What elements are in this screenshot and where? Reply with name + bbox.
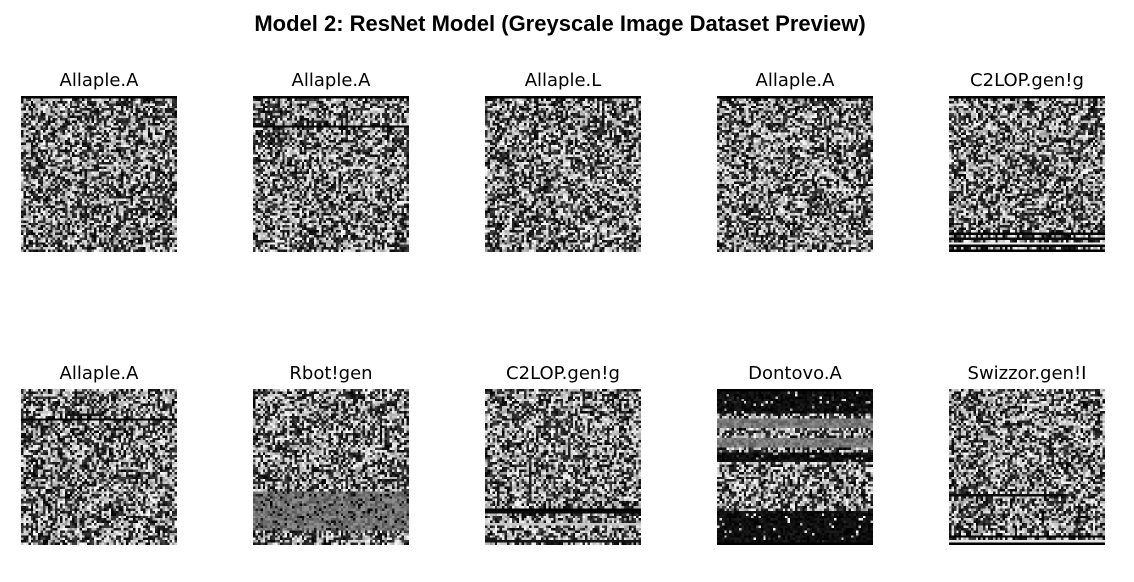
image-label: Allaple.L: [524, 70, 602, 91]
greyscale-image: [253, 96, 409, 252]
image-label: Allaple.A: [291, 70, 371, 91]
greyscale-image: [485, 96, 641, 252]
figure-title: Model 2: ResNet Model (Greyscale Image D…: [254, 11, 866, 36]
image-label: C2LOP.gen!g: [506, 363, 620, 384]
greyscale-image: [21, 389, 177, 545]
image-label: Swizzor.gen!I: [967, 363, 1087, 384]
image-label: Allaple.A: [755, 70, 835, 91]
greyscale-image: [21, 96, 177, 252]
image-label: Rbot!gen: [289, 363, 373, 384]
greyscale-image: [253, 389, 409, 545]
greyscale-image: [717, 96, 873, 252]
image-label: Allaple.A: [59, 70, 139, 91]
greyscale-image: [717, 389, 873, 545]
image-label: C2LOP.gen!g: [970, 70, 1084, 91]
image-label: Dontovo.A: [748, 363, 842, 384]
image-label: Allaple.A: [59, 363, 139, 384]
greyscale-image: [949, 389, 1105, 545]
greyscale-image: [949, 96, 1105, 252]
greyscale-image: [485, 389, 641, 545]
